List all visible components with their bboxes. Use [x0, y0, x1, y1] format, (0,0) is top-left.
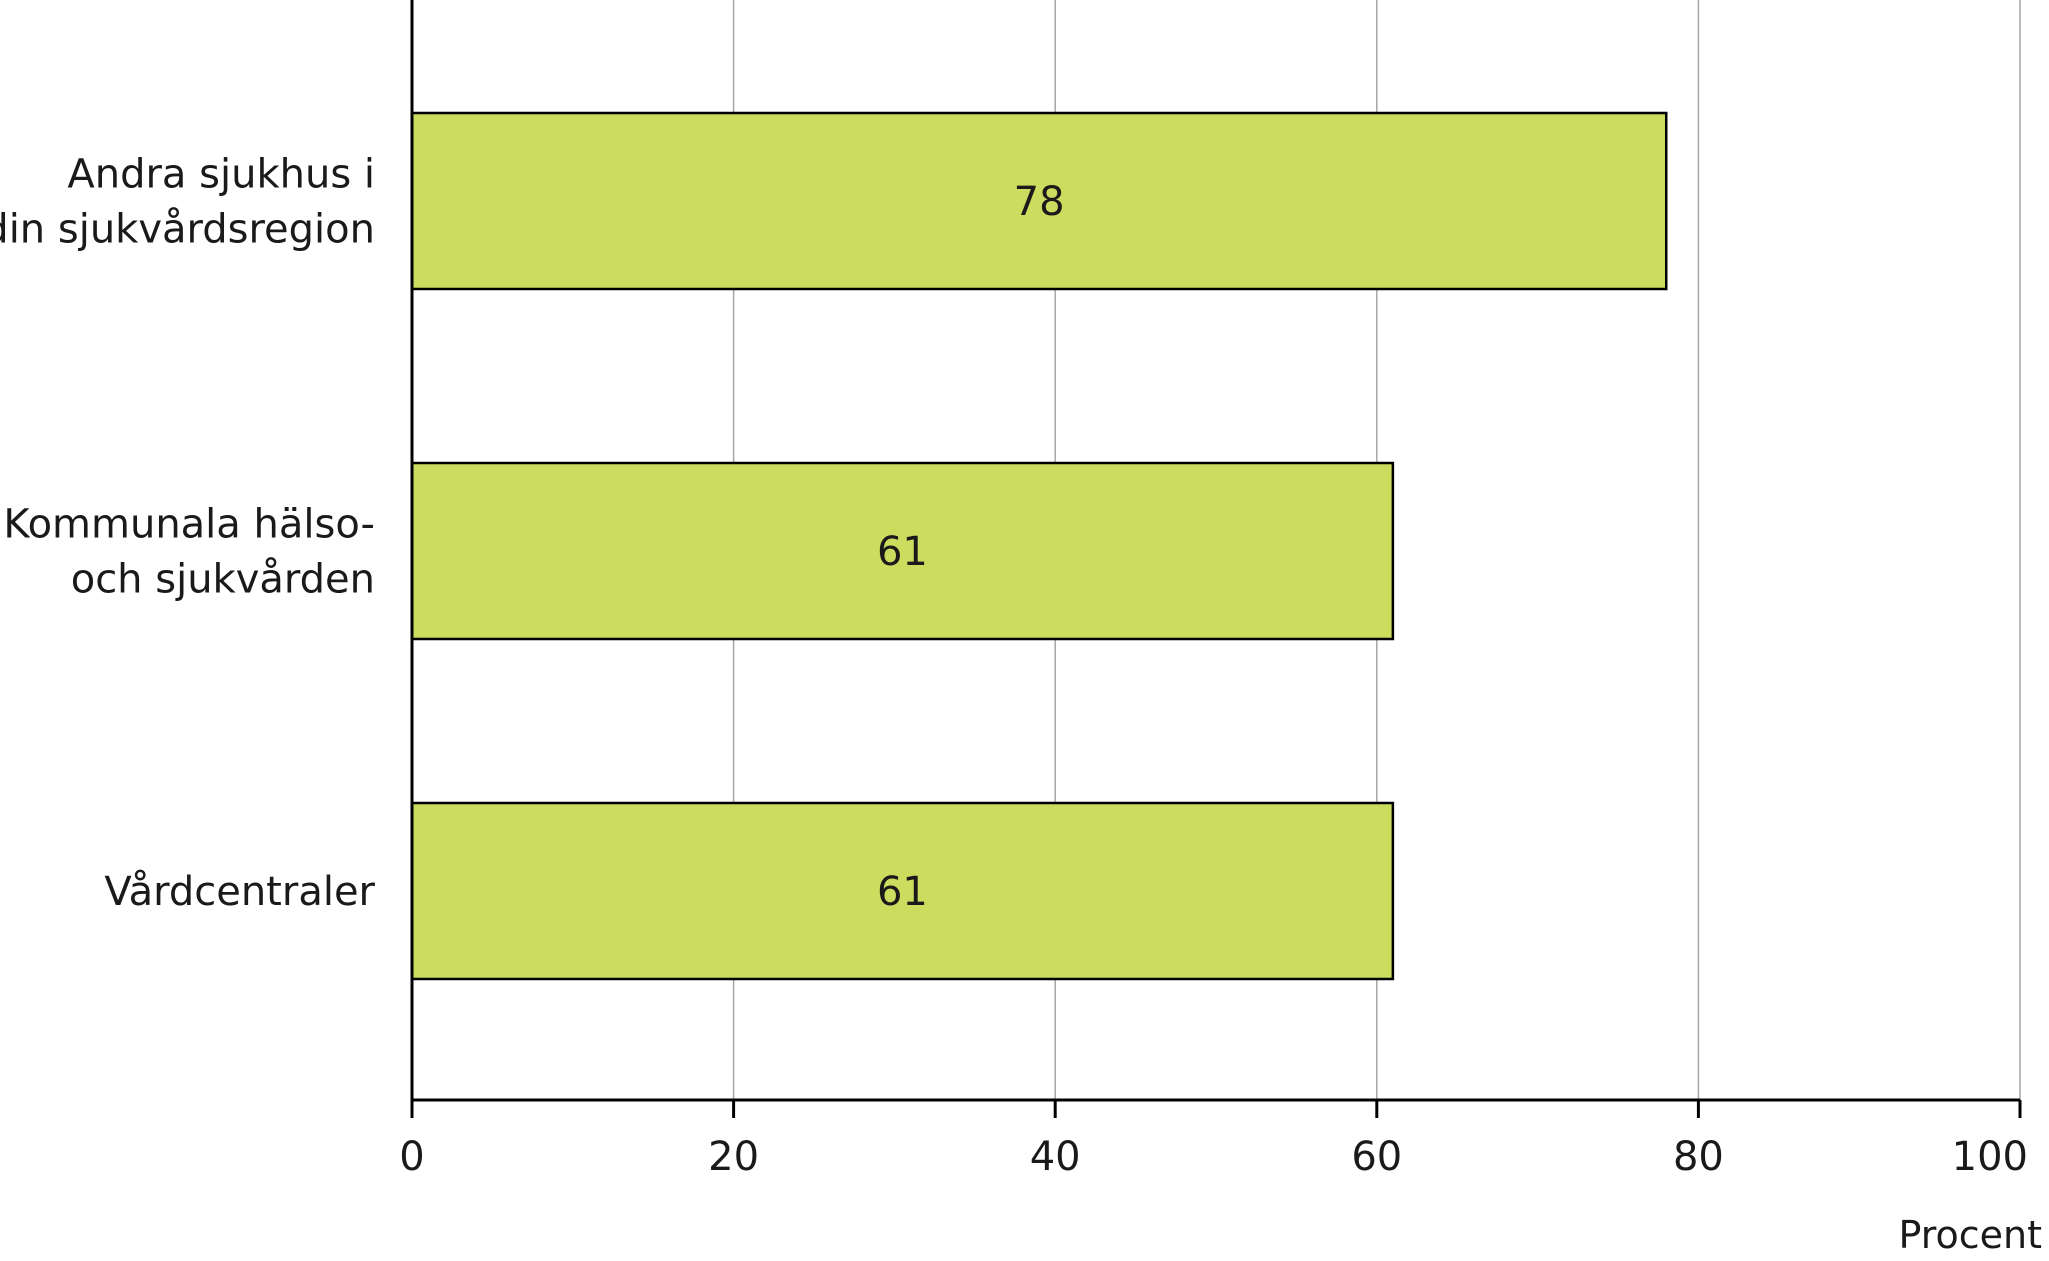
x-tick-label-60: 60 — [1351, 1134, 1402, 1180]
x-tick-label-40: 40 — [1030, 1134, 1081, 1180]
category-label-line: din sjukvårdsregion — [0, 207, 375, 253]
bar-value-label-0: 78 — [1014, 179, 1065, 225]
bar-2 — [410, 801, 1395, 981]
x-tick-label-80: 80 — [1673, 1134, 1724, 1180]
labels: 78 61 61 0 20 40 60 80 100 Andra sjukhus i din sju… — [0, 152, 2028, 1181]
bar-value-label-2: 61 — [877, 869, 928, 915]
x-tick-label-20: 20 — [708, 1134, 759, 1180]
bar-0 — [410, 111, 1668, 291]
bars — [410, 111, 1668, 981]
x-axis-title: Procent — [1898, 1213, 2042, 1257]
x-tick-label-100: 100 — [1952, 1134, 2028, 1180]
category-label-1: Kommunala hälso-och sjukvården — [3, 502, 375, 603]
category-label-line: och sjukvården — [71, 557, 375, 603]
category-label-2: Vårdcentraler — [104, 869, 375, 915]
x-tick-label-0: 0 — [399, 1134, 424, 1180]
category-label-line: Kommunala hälso- — [3, 502, 375, 548]
category-label-0: Andra sjukhus i din sjukvårdsregion — [0, 152, 375, 253]
category-label-line: Andra sjukhus i — [67, 152, 375, 198]
axes — [410, 0, 2022, 1118]
category-label-line: Vårdcentraler — [104, 869, 375, 915]
bar-value-label-1: 61 — [877, 529, 928, 575]
